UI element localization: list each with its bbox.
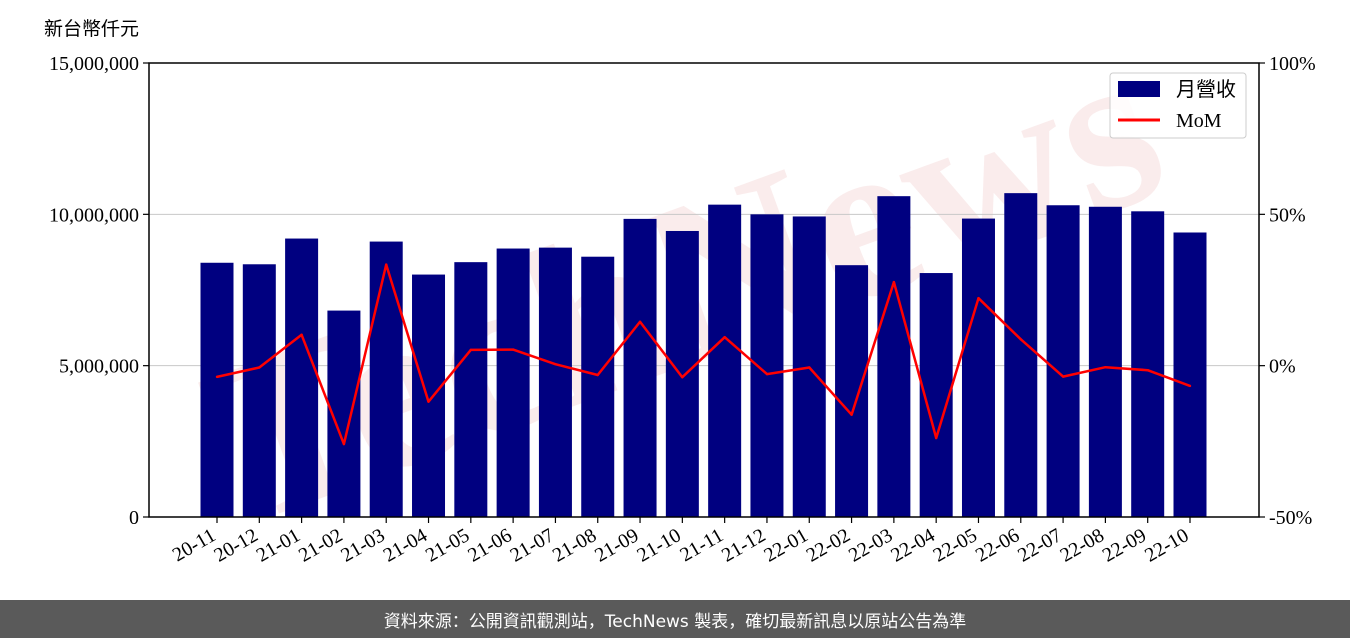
revenue-chart: TechNews05,000,00010,000,00015,000,000-5… [49,0,1316,572]
right-tick-label: 100% [1269,53,1316,75]
x-tick-label-22-03: 22-03 [845,524,896,566]
right-tick-label: 0% [1269,356,1296,378]
mom-point-20-12 [258,366,261,369]
source-text: 資料來源：公開資訊觀測站，TechNews 製表，確切最新訊息以原站公告為準 [383,611,967,632]
bar-21-08 [581,256,615,517]
x-tick-label-22-09: 22-09 [1099,524,1150,566]
mom-point-21-06 [511,348,515,351]
mom-point-22-01 [808,366,811,369]
x-tick-label-21-11: 21-11 [676,524,727,566]
legend-label-revenue: 月營收 [1176,78,1236,101]
bar-22-07 [1046,205,1080,517]
left-tick-label: 0 [129,507,139,529]
bar-22-03 [877,196,911,517]
left-tick-label: 5,000,000 [59,356,139,378]
x-tick-label-22-05: 22-05 [930,524,981,566]
source-footer: 資料來源：公開資訊觀測站，TechNews 製表，確切最新訊息以原站公告為準 [0,600,1350,638]
x-tick-label-22-04: 22-04 [887,524,938,566]
mom-point-22-05 [977,296,980,300]
bar-21-01 [285,238,319,517]
bar-20-12 [242,264,276,517]
mom-line [216,263,1191,446]
bar-21-06 [496,248,530,517]
mom-point-22-03 [892,280,896,284]
x-tick-label-21-09: 21-09 [591,524,642,566]
mom-point-21-09 [638,320,642,323]
plot-frame [148,62,1260,518]
mom-point-22-10 [1188,384,1192,388]
legend-bar-swatch [1118,81,1160,97]
x-tick-label-21-04: 21-04 [380,524,431,566]
mom-point-21-08 [596,373,599,377]
bar-21-05 [454,262,488,517]
mom-point-21-12 [765,372,769,376]
bar-22-06 [1004,193,1038,517]
x-tick-label-22-02: 22-02 [803,524,854,566]
mom-point-21-02 [342,442,346,446]
bar-22-09 [1131,211,1165,517]
right-tick-label: -50% [1269,507,1312,529]
chart-svg: TechNews05,000,00010,000,00015,000,000-5… [49,0,1316,572]
x-tick-label-22-01: 22-01 [760,524,811,566]
mom-point-20-11 [215,375,219,379]
mom-point-22-09 [1146,369,1149,372]
x-tick-label-21-10: 21-10 [633,524,684,566]
x-tick-label-22-10: 22-10 [1141,524,1192,566]
bar-22-05 [961,218,995,517]
bar-21-09 [623,218,657,517]
left-tick-label: 15,000,000 [49,53,139,75]
mom-point-21-03 [385,263,388,266]
mom-point-21-07 [554,362,557,366]
bar-22-02 [835,265,869,517]
bar-22-08 [1088,206,1122,517]
x-tick-label-21-06: 21-06 [464,524,515,566]
x-tick-label-22-07: 22-07 [1014,524,1065,566]
bar-21-12 [750,214,784,518]
x-tick-label-22-08: 22-08 [1056,524,1107,566]
bar-20-11 [200,262,234,517]
legend-label-mom: MoM [1176,110,1222,132]
mom-point-22-02 [850,413,853,416]
bar-21-10 [665,230,699,518]
mom-point-21-01 [300,333,303,336]
mom-point-22-08 [1104,365,1107,369]
bar-21-04 [412,274,446,517]
x-tick-label-21-05: 21-05 [422,524,473,566]
left-tick-label: 10,000,000 [49,204,139,226]
x-tick-label-20-11: 20-11 [169,524,220,566]
x-tick-label-21-12: 21-12 [718,524,769,566]
bar-21-03 [369,241,403,517]
y-axis-unit-label: 新台幣仟元 [44,18,140,40]
right-tick-label: 50% [1269,204,1306,226]
x-tick-label-21-07: 21-07 [507,524,558,566]
mom-point-22-07 [1061,375,1065,378]
mom-point-21-05 [469,348,473,352]
mom-point-21-10 [681,375,684,379]
mom-point-22-04 [934,436,938,440]
bar-21-11 [708,204,742,517]
mom-point-21-04 [427,400,430,403]
bar-21-07 [538,247,572,518]
x-tick-label-20-12: 20-12 [210,524,261,566]
bar-22-10 [1173,232,1207,517]
mom-point-22-06 [1019,338,1022,341]
x-tick-label-22-06: 22-06 [972,524,1023,566]
x-tick-label-21-08: 21-08 [549,524,600,566]
mom-point-21-11 [723,336,726,339]
